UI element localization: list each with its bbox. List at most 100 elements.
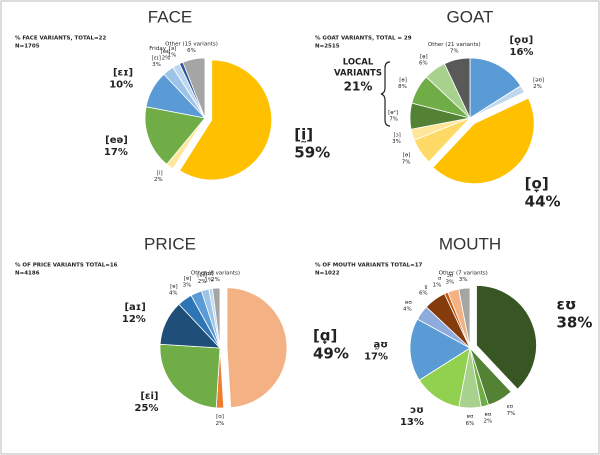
pie-slice [432,97,535,185]
slice-label: [ɐ] [184,276,192,282]
chart-n: N=1705 [15,44,40,50]
chart-subtitle: % OF MOUTH VARIANTS TOTAL=17 [315,263,423,269]
slice-label: [ɵ] [399,78,407,84]
slice-value-label: 1% [433,283,442,289]
slice-label: ɔʊ [410,405,424,416]
slice-value-label: 2% [211,277,220,283]
chart-subtitle: % GOAT VARIANTS, TOTAL = 29 [315,36,412,42]
slice-label: [ɑ] [216,414,224,420]
pie-slice [212,287,221,349]
slice-value-label: 2% [162,56,171,62]
slice-label: [o̞] [525,175,549,193]
slice-label: ɐʊ [485,412,492,418]
slice-label: Other (21 variants) [428,42,481,48]
pie-slice [469,57,522,119]
slice-value-label: 2% [154,177,163,183]
slice-value-label: 16% [510,47,534,58]
pie-slice [226,287,288,409]
slice-value-label: 38% [556,313,592,331]
slice-value-label: 4% [169,291,178,297]
slice-value-label: 3% [459,277,468,283]
slice-label: [ɛɪ] [113,67,133,78]
slice-value-label: 2% [198,279,207,285]
slice-value-label: 7% [450,49,459,55]
slice-value-label: 44% [525,193,561,211]
slice-label: [ɵ̞] [420,54,428,60]
slice-value-label: 17% [364,352,388,363]
chart-title: MOUTH [439,234,501,253]
slice-label: ʊ [438,276,442,282]
slice-value-label: 3% [183,283,192,289]
chart-title: GOAT [447,7,494,26]
annotation: VARIANTS [334,69,382,79]
slice-label: [eɪ] [161,49,171,55]
slice-value-label: 8% [398,84,407,90]
pie-slice [159,343,221,409]
slice-label: [ḭ] [294,125,313,143]
slice-value-label: 2% [484,419,493,425]
slice-value-label: 59% [294,143,330,161]
slice-value-label: 6% [419,291,428,297]
pie-slice [458,287,471,349]
slice-label: [ɛi] [140,391,158,402]
slice-label: ɐʊ [467,414,474,420]
slice-label: [ɑɪ] [204,271,214,277]
slice-value-label: 3% [392,139,401,145]
slice-value-label: 13% [400,417,424,428]
slice-label: [əʊ] [533,78,544,84]
slice-label: ɐʊ [405,300,412,306]
slice-label: ɣ [424,284,428,290]
slice-label: a̰ʊ [374,340,388,351]
pie-slice [409,318,471,381]
slice-value-label: 2% [216,421,225,427]
slice-label: [i] [157,170,163,176]
annotation: LOCAL [343,58,374,68]
slice-value-label: 10% [109,79,133,90]
chart-subtitle: % OF PRICE VARIANTS TOTAL=16 [15,263,118,269]
annotation: 21% [344,80,373,94]
pie-slice [144,106,206,165]
pie-slice [469,85,525,119]
slice-label: ɔʊ [447,273,454,279]
slice-label: ɛʊ [556,295,576,313]
slice-value-label: 6% [187,48,196,54]
slice-value-label: 4% [403,306,412,312]
slice-value-label: 7% [507,411,516,417]
slice-value-label: 49% [313,345,349,363]
slice-value-label: 25% [135,403,159,414]
slice-value-label: 17% [104,147,128,158]
slice-label: [o̞ʊ] [510,35,534,46]
slice-label: Other (8 variants) [191,270,240,276]
slice-label: Friday_[ə] [149,46,176,52]
slice-value-label: 3% [446,280,455,286]
pie-slice [182,57,206,119]
slice-label: [ɑ̟] [313,327,337,345]
slice-value-label: 1% [168,53,177,59]
slice-label: ɛʊ [507,404,514,410]
pie-slice [179,59,273,181]
slice-value-label: 7% [402,159,411,165]
slice-value-label: 3% [152,62,161,68]
slice-value-label: 6% [466,421,475,427]
slice-label: [ɛɪ] [152,55,161,61]
slice-label: Other (7 variants) [439,271,488,277]
slice-label: [aɪ] [124,302,145,313]
chart-n: N=1022 [315,271,340,277]
chart-n: N=4186 [15,271,40,277]
pie-slice [476,285,537,390]
slice-label: [ɐ] [170,284,178,290]
chart-n: N=2515 [315,44,340,50]
slice-value-label: 7% [389,117,398,123]
chart-title: FACE [148,7,192,26]
slice-label: [eə] [105,135,128,146]
slice-value-label: 2% [533,84,542,90]
slice-value-label: 6% [419,61,428,67]
slice-value-label: 1% [204,278,213,284]
slice-label: [ɵᵊ] [388,110,398,116]
slice-value-label: 12% [122,314,146,325]
pie-slice [443,57,471,119]
bracket [380,61,391,127]
chart-title: PRICE [144,234,196,253]
